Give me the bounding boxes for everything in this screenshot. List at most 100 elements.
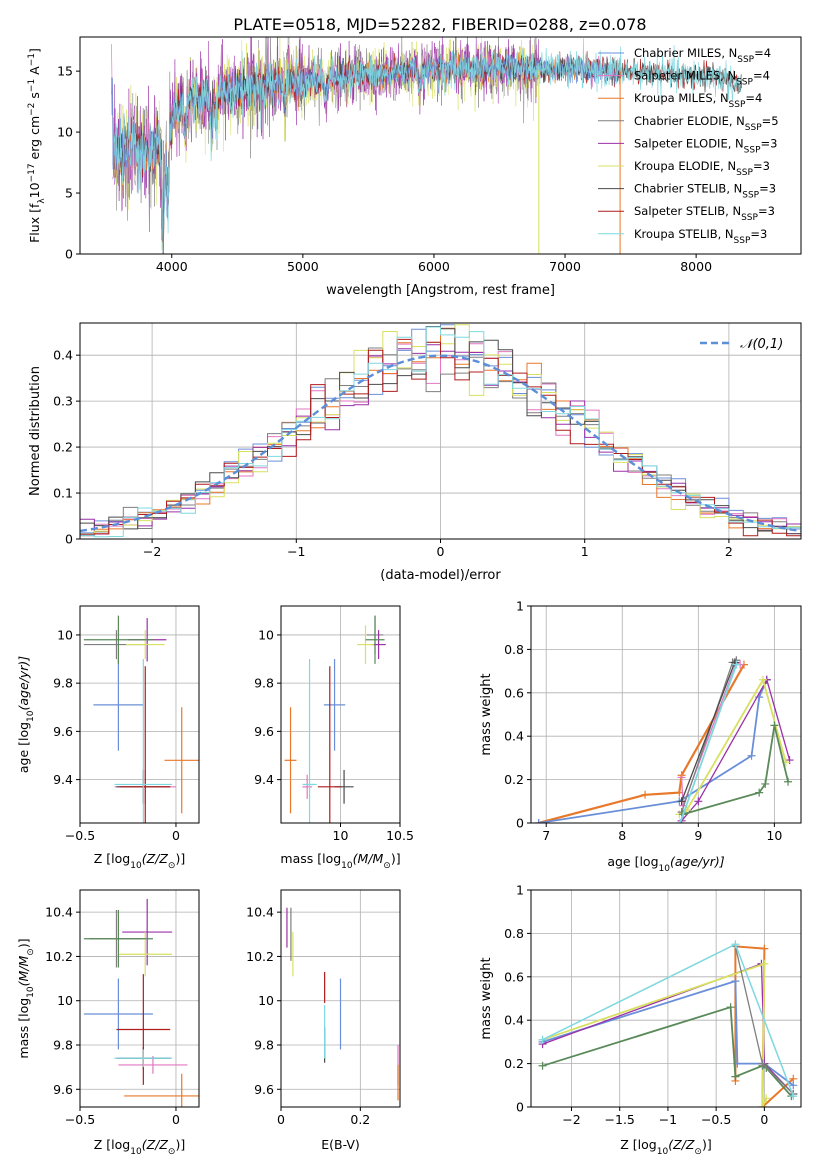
y-tick-label: 0.4 — [53, 348, 73, 363]
weight-marker — [731, 977, 740, 986]
normal-curve — [80, 354, 801, 533]
weight-line — [542, 962, 768, 1107]
y-tick-label: 10.4 — [246, 905, 274, 920]
legend-label: Kroupa ELODIE, NSSP=3 — [634, 159, 770, 178]
x-tick-label: 7000 — [549, 259, 581, 274]
weight-marker — [538, 1035, 547, 1044]
y-tick-label: 0.8 — [504, 926, 524, 941]
x-tick-label: 10.5 — [386, 828, 414, 843]
x-tick-label: 0 — [437, 544, 445, 559]
y-tick-label: 5 — [65, 186, 73, 201]
plot-area — [111, 37, 743, 254]
y-tick-label: 0 — [516, 816, 524, 831]
weight-marker — [761, 779, 770, 788]
y-tick-label: 9.6 — [254, 1082, 274, 1097]
y-tick-label: 0.8 — [504, 642, 524, 657]
y-tick-label: 10 — [57, 993, 73, 1008]
weight-marker — [758, 675, 767, 684]
y-tick-label: 9.4 — [53, 772, 73, 787]
x-axis-label: age [log10(age/yr)] — [607, 854, 724, 874]
weight-marker — [770, 721, 779, 730]
y-tick-label: 1 — [516, 599, 524, 614]
y-axis-label: Flux [fλ10−17 erg cm−2 s−1 A−1] — [27, 48, 47, 243]
x-axis-label: Z [log10(Z/Z⊙)] — [94, 851, 185, 871]
y-tick-label: 10 — [57, 125, 73, 140]
x-tick-label: 8 — [618, 828, 626, 843]
y-tick-label: 9.6 — [53, 724, 73, 739]
plot-area — [80, 324, 801, 538]
y-tick-label: 10 — [258, 993, 274, 1008]
y-tick-label: 9.8 — [53, 1038, 73, 1053]
axes-frame — [79, 605, 200, 824]
y-tick-label: 0.6 — [504, 685, 524, 700]
y-axis-label: age [log10(age/yr)] — [16, 656, 36, 773]
histogram-panel: −2 −1 0 1 2 0 0.1 0.2 0.3 0.4 𝒩(0,1) (data-model)/e… — [28, 322, 802, 583]
y-tick-label: 0.2 — [504, 1056, 524, 1071]
x-tick-label: 5000 — [287, 259, 319, 274]
y-tick-label: 0.1 — [53, 486, 73, 501]
weight-line — [680, 662, 736, 802]
y-tick-label: 10.4 — [45, 905, 73, 920]
y-tick-label: 0.3 — [53, 394, 73, 409]
x-tick-label: 6000 — [418, 259, 450, 274]
legend-label: Salpeter MILES, NSSP=4 — [634, 69, 770, 88]
weight-marker — [534, 819, 543, 823]
x-tick-label: 4000 — [156, 259, 188, 274]
y-tick-label: 0 — [65, 532, 73, 547]
weight-line — [679, 664, 738, 823]
legend-label: Salpeter ELODIE, NSSP=3 — [634, 136, 777, 155]
legend-label: Chabrier ELODIE, NSSP=5 — [634, 114, 779, 133]
y-tick-label: 9.6 — [53, 1082, 73, 1097]
x-tick-label: 0 — [277, 1112, 285, 1127]
y-tick-label: 0.4 — [504, 729, 524, 744]
z-weight-panel: −2 −1.5 −1 −0.5 0 0 0.2 0.4 0.6 0.8 1 Z [log10(Z/Z⊙… — [479, 883, 802, 1157]
axes-frame — [79, 36, 802, 255]
x-axis-label: Z [log10(Z/Z⊙)] — [94, 1137, 185, 1157]
weight-line — [680, 661, 741, 806]
x-tick-label: 0 — [172, 1112, 180, 1127]
legend-label: Kroupa MILES, NSSP=4 — [634, 91, 762, 110]
y-tick-label: 0.2 — [504, 772, 524, 787]
plot-area — [284, 615, 386, 823]
x-axis-label: wavelength [Angstrom, rest frame] — [326, 283, 555, 298]
weight-line — [678, 677, 787, 816]
x-tick-label: 9 — [694, 828, 702, 843]
weight-marker — [677, 773, 686, 782]
x-axis-label: E(B-V) — [321, 1137, 360, 1152]
plot-area — [286, 907, 399, 1101]
y-tick-label: 0.6 — [504, 969, 524, 984]
weight-marker — [641, 790, 650, 799]
axes-frame — [79, 889, 200, 1108]
y-tick-label: 9.4 — [254, 772, 274, 787]
plot-area — [534, 656, 794, 823]
weight-marker — [758, 1103, 767, 1107]
weight-marker — [732, 660, 741, 669]
x-tick-label: 10 — [766, 828, 782, 843]
x-axis-label: (data-model)/error — [380, 568, 501, 583]
y-tick-label: 10 — [258, 627, 274, 642]
y-tick-label: 10 — [57, 627, 73, 642]
weight-line — [542, 1006, 793, 1097]
weight-marker — [760, 944, 769, 953]
spectrum-line — [113, 38, 743, 252]
z-mass-panel: −0.5 0 9.6 9.8 10 10.2 10.4 Z [log10(Z/Z⊙)] mass… — [16, 889, 200, 1157]
weight-marker — [785, 756, 794, 765]
legend-label: Salpeter STELIB, NSSP=3 — [634, 204, 775, 223]
weight-marker — [784, 777, 793, 786]
x-tick-label: 0 — [760, 1112, 768, 1127]
ebv-mass-panel: 0 0.2 9.6 9.8 10 10.2 10.4 E(B-V) — [246, 889, 401, 1152]
weight-marker — [731, 1072, 740, 1081]
plot-area — [83, 898, 199, 1107]
y-tick-label: 0 — [65, 247, 73, 262]
plot-area — [538, 940, 798, 1107]
axes-frame — [530, 889, 802, 1108]
weight-marker — [677, 797, 686, 806]
age-weight-panel: 7 8 9 10 0 0.2 0.4 0.6 0.8 1 age [log10(age/yr)] ma… — [479, 599, 802, 874]
y-tick-label: 9.8 — [254, 1038, 274, 1053]
figure-title: PLATE=0518, MJD=52282, FIBERID=0288, z=0… — [233, 15, 646, 34]
y-tick-label: 9.6 — [254, 724, 274, 739]
weight-marker — [731, 940, 740, 949]
weight-marker — [758, 1059, 767, 1068]
weight-marker — [726, 1003, 735, 1012]
